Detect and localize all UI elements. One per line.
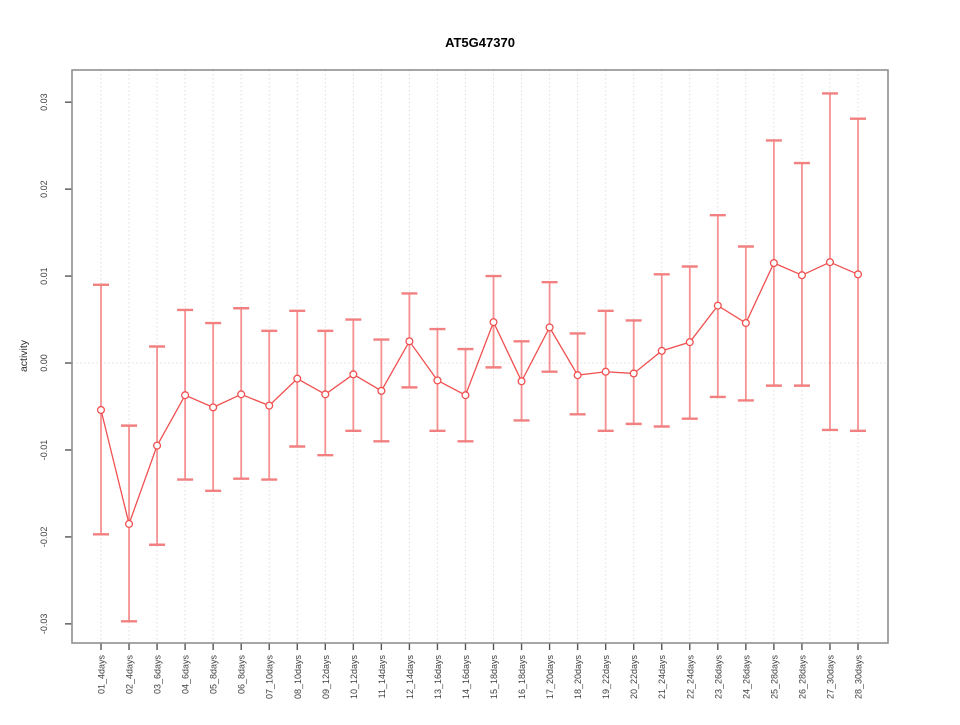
data-point (124, 519, 134, 528)
chart-title: AT5G47370 (445, 35, 515, 50)
x-tick-label: 02_4days (125, 655, 135, 695)
x-tick-label: 12_14days (405, 655, 415, 700)
data-point (377, 386, 386, 395)
data-point (741, 318, 750, 328)
data-point (517, 377, 526, 386)
x-tick-label: 05_8days (209, 655, 219, 695)
y-tick-label: -0.03 (39, 614, 49, 635)
data-point (825, 258, 835, 267)
data-point (685, 338, 694, 347)
x-tick-label: 07_10days (265, 655, 275, 700)
gridlines (72, 70, 888, 643)
data-point (209, 403, 218, 412)
x-tick-label: 01_4days (97, 655, 107, 695)
data-point (153, 441, 162, 450)
data-point (293, 374, 302, 383)
x-tick-label: 26_28days (797, 655, 807, 700)
x-tick-label: 27_30days (825, 655, 835, 700)
x-tick-label: 23_26days (713, 655, 723, 700)
x-tick-label: 25_28days (769, 655, 779, 700)
x-tick-label: 15_18days (489, 655, 499, 700)
x-tick-label: 28_30days (854, 655, 864, 700)
data-point (769, 258, 778, 268)
error-bar-series (93, 92, 866, 623)
x-tick-label: 13_16days (433, 655, 443, 700)
x-tick-label: 06_8days (237, 655, 247, 695)
data-point (321, 390, 330, 399)
y-tick-label: 0.03 (39, 93, 49, 111)
x-tick-label: 08_10days (293, 655, 303, 700)
plot-frame (71, 69, 889, 644)
x-tick-label: 19_22days (601, 655, 611, 700)
data-point (405, 337, 414, 346)
data-point (96, 405, 106, 415)
x-tick-label: 21_24days (657, 655, 667, 700)
data-point (181, 391, 190, 400)
data-point (489, 318, 498, 327)
y-tick-label: 0.00 (39, 354, 49, 372)
data-point (853, 270, 863, 279)
data-point (657, 346, 666, 355)
y-axis-title: activity (18, 339, 30, 372)
x-tick-label: 11_14days (377, 655, 387, 699)
x-tick-label: 16_18days (517, 655, 527, 700)
y-tick-label: 0.01 (39, 267, 49, 285)
x-tick-label: 14_16days (461, 655, 471, 700)
y-tick-label: -0.01 (39, 440, 49, 461)
data-point (545, 323, 554, 332)
x-tick-label: 22_24days (685, 655, 695, 700)
y-tick-label: 0.02 (39, 180, 49, 198)
data-point (713, 301, 722, 310)
x-tick-label: 04_6days (181, 655, 191, 695)
x-tick-label: 03_6days (153, 655, 163, 695)
data-point (349, 370, 358, 379)
data-point (433, 376, 442, 385)
x-tick-label: 09_12days (321, 655, 331, 700)
data-point (573, 371, 582, 380)
x-tick-label: 20_22days (629, 655, 639, 700)
x-tick-label: 17_20days (545, 655, 555, 700)
x-tick-label: 10_12days (349, 655, 359, 700)
data-point (601, 367, 610, 376)
data-point (265, 401, 274, 410)
data-point (797, 271, 806, 280)
y-tick-label: -0.02 (39, 527, 49, 548)
axes: -0.03 -0.02 -0.01 0.00 0.01 0.02 0.03 01_4days 0… (39, 93, 864, 699)
data-point (461, 391, 470, 400)
data-point (629, 369, 638, 378)
x-tick-label: 18_20days (573, 655, 583, 700)
data-point (237, 390, 246, 399)
series-line (100, 261, 859, 527)
x-tick-label: 24_26days (741, 655, 751, 700)
